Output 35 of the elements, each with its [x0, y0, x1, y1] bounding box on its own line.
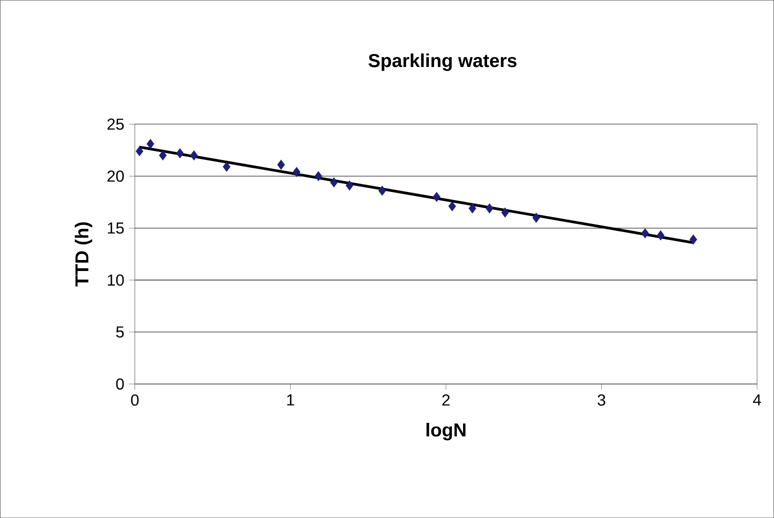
- x-tick-label: 0: [131, 394, 139, 406]
- point: [378, 186, 386, 196]
- point: [146, 138, 154, 149]
- point: [448, 201, 456, 212]
- point: [190, 150, 198, 160]
- y-tick-label: 20: [107, 170, 124, 182]
- y-axis-title: TTD (h): [74, 222, 92, 286]
- x-tick-label: 3: [598, 394, 606, 406]
- x-tick-label: 2: [442, 394, 450, 406]
- y-tick-label: 0: [116, 378, 124, 390]
- point: [501, 208, 509, 218]
- y-tick-label: 25: [107, 118, 124, 130]
- point: [222, 162, 230, 172]
- point: [136, 146, 144, 156]
- point: [532, 212, 540, 223]
- point: [486, 203, 494, 214]
- point: [468, 203, 476, 214]
- point: [641, 228, 649, 238]
- point: [159, 150, 167, 160]
- y-tick-label: 10: [108, 274, 124, 286]
- point: [690, 234, 698, 244]
- x-tick-label: 1: [287, 394, 294, 406]
- chart-title: Sparkling waters: [368, 53, 516, 71]
- x-axis-title: logN: [426, 422, 466, 440]
- point: [432, 192, 440, 202]
- point: [277, 160, 285, 170]
- point: [656, 230, 664, 240]
- point: [346, 180, 354, 190]
- y-tick-label: 15: [108, 222, 124, 234]
- point: [292, 166, 300, 177]
- x-tick-label: 4: [753, 394, 762, 406]
- point: [314, 171, 322, 181]
- point: [330, 177, 338, 188]
- y-tick-label: 5: [116, 326, 124, 338]
- point: [176, 148, 184, 158]
